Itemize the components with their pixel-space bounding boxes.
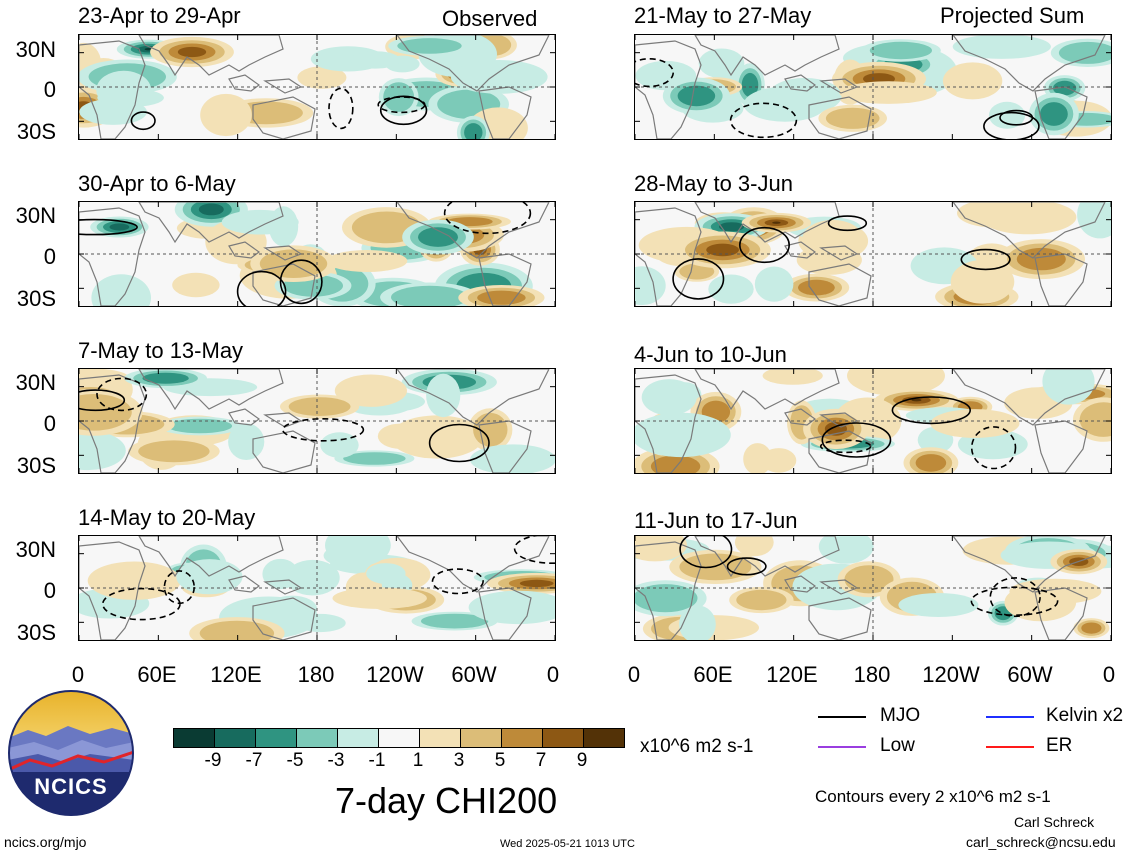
colorbar-segment xyxy=(542,728,584,748)
lat-label-30s: 30S xyxy=(16,286,56,311)
colorbar-label: -5 xyxy=(286,750,304,771)
map-panel-svg xyxy=(79,536,555,640)
map-panel-proj-3 xyxy=(634,368,1112,474)
main-title: 7-day CHI200 xyxy=(335,780,558,821)
legend-line-er xyxy=(986,746,1034,748)
lon-label-60e: 60E xyxy=(137,662,177,687)
map-panel-svg xyxy=(635,536,1111,640)
colorbar-label: 1 xyxy=(412,750,424,771)
map-panel-svg xyxy=(79,202,555,306)
lon-label-0: 0 xyxy=(71,662,85,687)
lon-label-60w: 60W xyxy=(1007,662,1053,687)
map-panel-svg xyxy=(79,369,555,473)
panel-title-obs-1: 23-Apr to 29-Apr xyxy=(78,3,241,28)
lon-label-0-east: 0 xyxy=(546,662,560,687)
map-panel-proj-2 xyxy=(634,201,1112,307)
lat-label-eq: 0 xyxy=(43,77,56,102)
lat-label-30n: 30N xyxy=(15,370,56,395)
lon-label-120w: 120W xyxy=(922,662,980,687)
map-panel-svg xyxy=(635,202,1111,306)
panel-title-proj-4: 11-Jun to 17-Jun xyxy=(634,508,798,533)
legend-label-low: Low xyxy=(880,735,915,756)
lon-label-120e: 120E xyxy=(766,662,818,687)
map-panel-obs-2 xyxy=(78,201,556,307)
panel-title-obs-4: 14-May to 20-May xyxy=(78,505,256,530)
panel-title-proj-1: 21-May to 27-May xyxy=(634,3,812,28)
panel-title-proj-3: 4-Jun to 10-Jun xyxy=(634,342,787,367)
ncics-logo-text: NCICS xyxy=(34,774,108,799)
colorbar-segment xyxy=(296,728,338,748)
contour-note: Contours every 2 x10^6 m2 s-1 xyxy=(815,787,1051,806)
lon-label-120e: 120E xyxy=(210,662,262,687)
lon-label-0: 0 xyxy=(627,662,641,687)
map-panel-proj-1 xyxy=(634,34,1112,140)
map-panel-obs-4 xyxy=(78,535,556,641)
colorbar-segment xyxy=(214,728,256,748)
colorbar-segment xyxy=(378,728,420,748)
colorbar-label: 3 xyxy=(453,750,465,771)
lat-label-eq: 0 xyxy=(43,578,56,603)
colorbar-segment xyxy=(173,728,215,748)
lat-label-30s: 30S xyxy=(16,119,56,144)
lat-label-30s: 30S xyxy=(16,453,56,478)
legend-line-low xyxy=(818,746,866,748)
footer-email[interactable]: carl_schreck@ncsu.edu xyxy=(966,834,1116,850)
ncics-logo-graphic xyxy=(8,690,134,816)
colorbar-label: -9 xyxy=(204,750,222,771)
colorbar-segment xyxy=(460,728,502,748)
lon-label-180: 180 xyxy=(853,662,891,687)
projected-header: Projected Sum xyxy=(940,3,1085,28)
footer-url[interactable]: ncics.org/mjo xyxy=(4,834,87,850)
lat-label-eq: 0 xyxy=(43,411,56,436)
colorbar-label: -3 xyxy=(327,750,345,771)
panel-title-proj-2: 28-May to 3-Jun xyxy=(634,171,793,196)
ncics-logo: NCICS xyxy=(8,690,134,816)
map-panel-proj-4 xyxy=(634,535,1112,641)
legend-label-er: ER xyxy=(1046,735,1073,756)
lon-label-60w: 60W xyxy=(451,662,497,687)
colorbar-label: 9 xyxy=(576,750,588,771)
legend-line-mjo xyxy=(818,716,866,718)
lon-label-60e: 60E xyxy=(693,662,733,687)
colorbar-segment xyxy=(337,728,379,748)
map-panel-obs-1 xyxy=(78,34,556,140)
footer-timestamp: Wed 2025-05-21 1013 UTC xyxy=(500,838,635,850)
lat-label-30n: 30N xyxy=(15,537,56,562)
panel-title-obs-3: 7-May to 13-May xyxy=(78,338,244,363)
colorbar-label: -1 xyxy=(368,750,386,771)
panel-title-obs-2: 30-Apr to 6-May xyxy=(78,171,236,196)
lat-label-30n: 30N xyxy=(15,37,56,62)
colorbar-label: -7 xyxy=(245,750,263,771)
colorbar-label: 5 xyxy=(494,750,506,771)
lon-label-120w: 120W xyxy=(366,662,424,687)
colorbar-segment xyxy=(255,728,297,748)
lat-label-30s: 30S xyxy=(16,620,56,645)
lon-label-0-east: 0 xyxy=(1102,662,1116,687)
colorbar-segment xyxy=(501,728,543,748)
map-panel-svg xyxy=(635,369,1111,473)
colorbar-label: 7 xyxy=(535,750,547,771)
colorbar-segment xyxy=(583,728,625,748)
legend-label-kelvin: Kelvin x2 xyxy=(1046,705,1124,726)
lat-label-eq: 0 xyxy=(43,244,56,269)
colorbar-segment xyxy=(419,728,461,748)
lat-label-30n: 30N xyxy=(15,203,56,228)
observed-header: Observed xyxy=(442,6,538,31)
map-panel-svg xyxy=(79,35,555,139)
lon-label-180: 180 xyxy=(297,662,335,687)
colorbar-units: x10^6 m2 s-1 xyxy=(640,736,754,757)
legend-line-kelvin xyxy=(986,716,1034,718)
legend-label-mjo: MJO xyxy=(880,705,921,726)
footer-author: Carl Schreck xyxy=(1014,814,1095,830)
map-panel-obs-3 xyxy=(78,368,556,474)
map-panel-svg xyxy=(635,35,1111,139)
